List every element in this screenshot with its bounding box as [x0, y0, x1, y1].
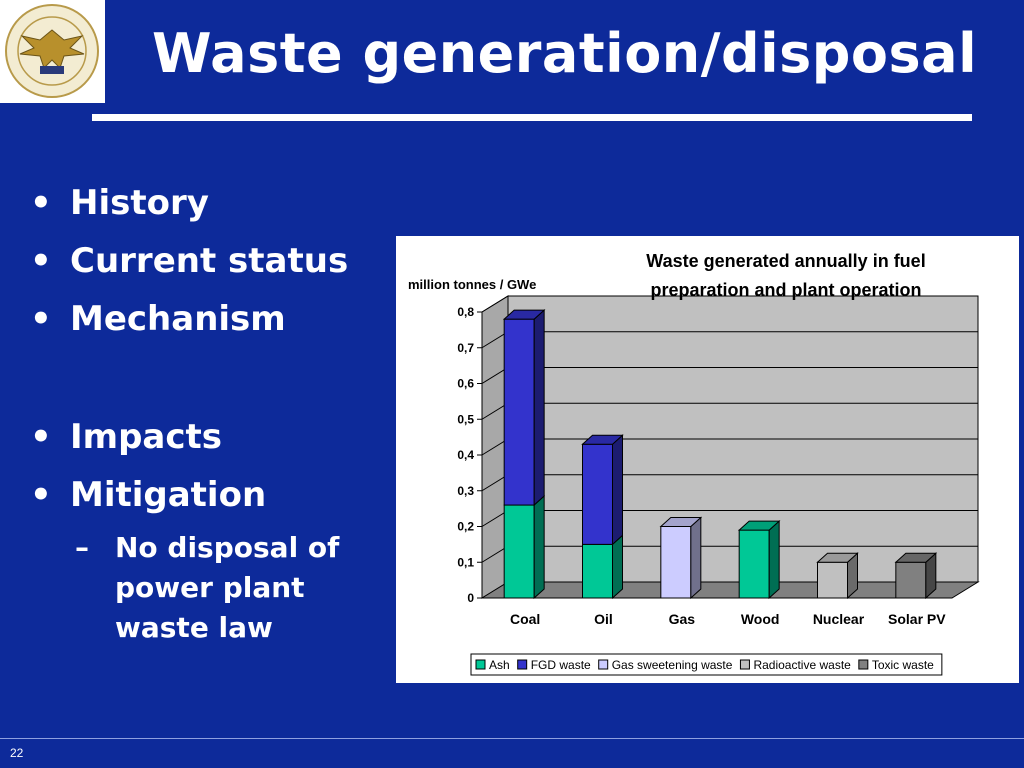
title-underline — [92, 114, 972, 121]
page-number: 22 — [10, 746, 24, 760]
y-tick-label: 0,5 — [457, 412, 474, 426]
legend-swatch — [858, 659, 869, 670]
y-tick-label: 0 — [467, 591, 474, 605]
bullet-spacer — [30, 348, 380, 408]
bullet-label: Current status — [70, 241, 349, 281]
bullet-glyph: • — [30, 241, 52, 281]
bar-side — [768, 519, 780, 600]
bar-top — [737, 520, 781, 531]
bar-side — [533, 309, 545, 507]
bar-side — [612, 534, 623, 600]
bullet-glyph: • — [30, 299, 52, 339]
y-tick-label: 0,2 — [457, 520, 474, 534]
legend-box — [470, 653, 943, 676]
dash-glyph: – — [75, 531, 89, 564]
bar-top — [659, 517, 703, 527]
gridline — [481, 295, 978, 313]
legend-swatch — [517, 659, 528, 670]
bar-front — [503, 504, 535, 599]
bar-side — [533, 494, 545, 600]
chart-panel: 0 0,1 0,2 0,3 0,4 0,5 0,6 0,7 0,8 Coal Oil Gas Wood N… — [396, 236, 1019, 683]
x-tick-label: Nuclear — [813, 611, 865, 627]
legend-entry: Ash — [489, 658, 510, 672]
legend-swatch — [598, 659, 609, 670]
y-tick-label: 0,7 — [457, 341, 474, 355]
y-tick-label: 0,1 — [457, 555, 474, 569]
legend-swatch — [475, 659, 486, 670]
legend-entry: Radioactive waste — [753, 658, 851, 672]
x-tick-label: Solar PV — [888, 611, 946, 627]
waste-chart: 0 0,1 0,2 0,3 0,4 0,5 0,6 0,7 0,8 Coal Oil Gas Wood N… — [408, 251, 980, 676]
bar-front — [582, 543, 613, 599]
logo-container — [0, 0, 105, 103]
bar-side — [690, 516, 702, 600]
bar-front — [660, 526, 692, 599]
legend-entry: Toxic waste — [872, 658, 934, 672]
sub-bullet-label: No disposal of power plant waste law — [115, 531, 340, 644]
bullet-glyph: • — [30, 475, 52, 515]
bar-top — [816, 552, 859, 563]
bullet-item-impacts: • Impacts — [30, 408, 380, 466]
bullet-glyph: • — [30, 417, 52, 457]
chart-title: Waste generated annually in fuel — [646, 251, 925, 271]
legend-entry: Gas sweetening waste — [612, 658, 733, 672]
bullet-item-mechanism: • Mechanism — [30, 290, 380, 348]
page-title: Waste generation/disposal — [152, 22, 978, 85]
x-tick-label: Oil — [594, 611, 613, 627]
legend-swatch — [739, 659, 750, 670]
bar-top — [894, 552, 938, 563]
bullet-item-mitigation: • Mitigation — [30, 466, 380, 524]
bar-side — [612, 434, 623, 546]
bullet-list: • History • Current status • Mechanism • Imp… — [30, 174, 380, 648]
footer-divider — [0, 738, 1024, 739]
bar-top — [502, 309, 546, 320]
bullet-label: Mitigation — [70, 475, 267, 515]
bar-front — [817, 561, 848, 599]
bar-front — [503, 318, 535, 506]
bullet-label: History — [70, 183, 209, 223]
bar-front — [582, 443, 613, 545]
bar-front — [895, 561, 927, 599]
bar-top — [581, 434, 624, 445]
chart-title: preparation and plant operation — [650, 280, 921, 300]
legend-entry: FGD waste — [531, 658, 591, 672]
sub-bullet-item: – No disposal of power plant waste law — [75, 528, 380, 648]
x-tick-label: Wood — [741, 611, 780, 627]
bullet-label: Mechanism — [70, 299, 286, 339]
bullet-item-current-status: • Current status — [30, 232, 380, 290]
bullet-label: Impacts — [70, 417, 223, 457]
bullet-glyph: • — [30, 183, 52, 223]
y-tick-label: 0,6 — [457, 377, 474, 391]
y-tick-label: 0,3 — [457, 484, 474, 498]
bullet-item-history: • History — [30, 174, 380, 232]
y-tick-label: 0,4 — [457, 448, 474, 462]
y-axis-label: million tonnes / GWe — [408, 277, 536, 292]
bar-front — [738, 529, 770, 599]
university-seal-eagle-icon — [5, 4, 99, 98]
y-tick-label: 0,8 — [457, 305, 474, 319]
x-tick-label: Coal — [510, 611, 540, 627]
x-tick-label: Gas — [669, 611, 696, 627]
